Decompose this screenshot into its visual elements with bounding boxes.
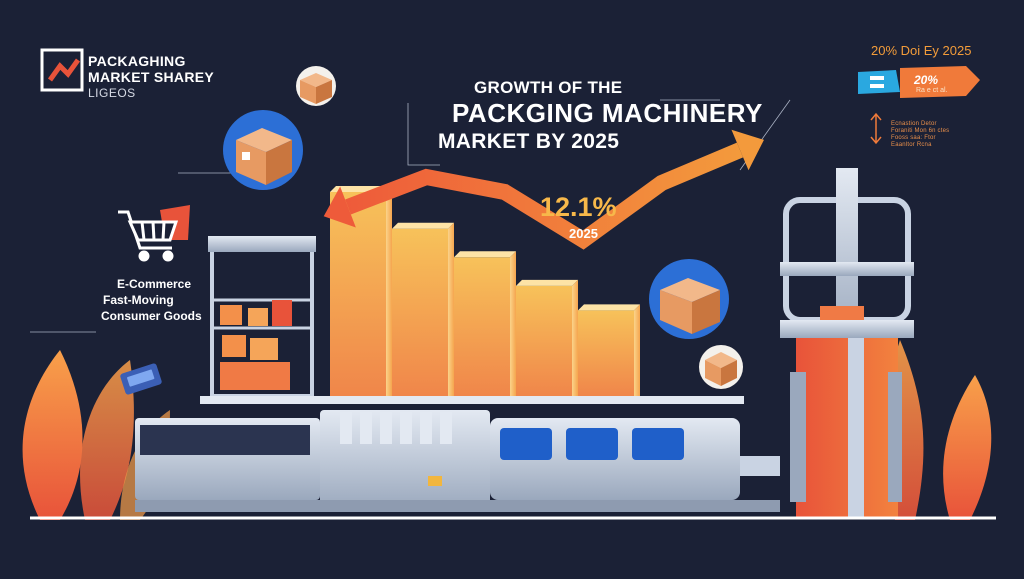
chart-bar [330,192,386,396]
box-icon [699,345,743,389]
chart-bar-side [572,279,578,396]
minor-line: Fooss saa: Ftor [891,135,936,141]
chart-bar-side [448,222,454,396]
trend-line [345,142,744,250]
trend-arrow-head [731,129,764,171]
price-tag-value: 20% [914,73,939,87]
chart-bar [454,257,510,396]
bar-chart [330,186,640,396]
trend-arrow-icon [323,129,764,250]
conveyor-machine [135,396,780,512]
shopping-cart-icon [118,205,190,262]
chart-bar-side [510,251,516,396]
headline-line2: PACKGING MACHINERY [452,98,763,128]
rack-machine [208,236,316,398]
headline-line3: MARKET BY 2025 [438,130,620,153]
chart-bar-top [392,222,454,229]
chart-bar-top [454,251,516,258]
logo-subtitle: LIGEOS [88,86,136,100]
growth-year: 2025 [569,226,598,241]
chart-bar [516,285,572,396]
vertical-packaging-machine [780,168,914,518]
top-right-label: 20% Doi Ey 2025 [871,43,972,58]
card-icon [120,363,162,395]
box-icon [223,110,303,190]
minor-line: Foraniti Mon 6n ctes [891,128,950,134]
logo-title-line2: MARKET SHAREY [88,69,215,85]
growth-percent: 12.1% [540,192,617,222]
trend-arrow-head [323,186,356,228]
segment-consumer-goods: Consumer Goods [101,309,202,323]
chart-bar-side [386,186,392,396]
segment-ecommerce: E-Commerce [117,277,192,291]
logo-icon [40,48,84,92]
chart-bar [578,310,634,396]
minor-line: Ecnastion Detor [891,121,937,127]
box-icon [296,66,336,106]
segment-fast-moving: Fast-Moving [103,293,174,307]
price-tag-icon [858,66,980,145]
logo-title-line1: PACKAGHING [88,53,186,69]
headline-line1: GROWTH OF THE [474,78,623,97]
chart-bar-side [634,304,640,396]
price-tag-subtext: Ra e ct al. [916,87,948,94]
minor-line: Eaanltor Rcna [891,142,932,148]
chart-bar-top [578,304,640,311]
chart-bar-top [516,279,578,286]
box-icon [649,259,729,339]
chart-bar [392,228,448,396]
